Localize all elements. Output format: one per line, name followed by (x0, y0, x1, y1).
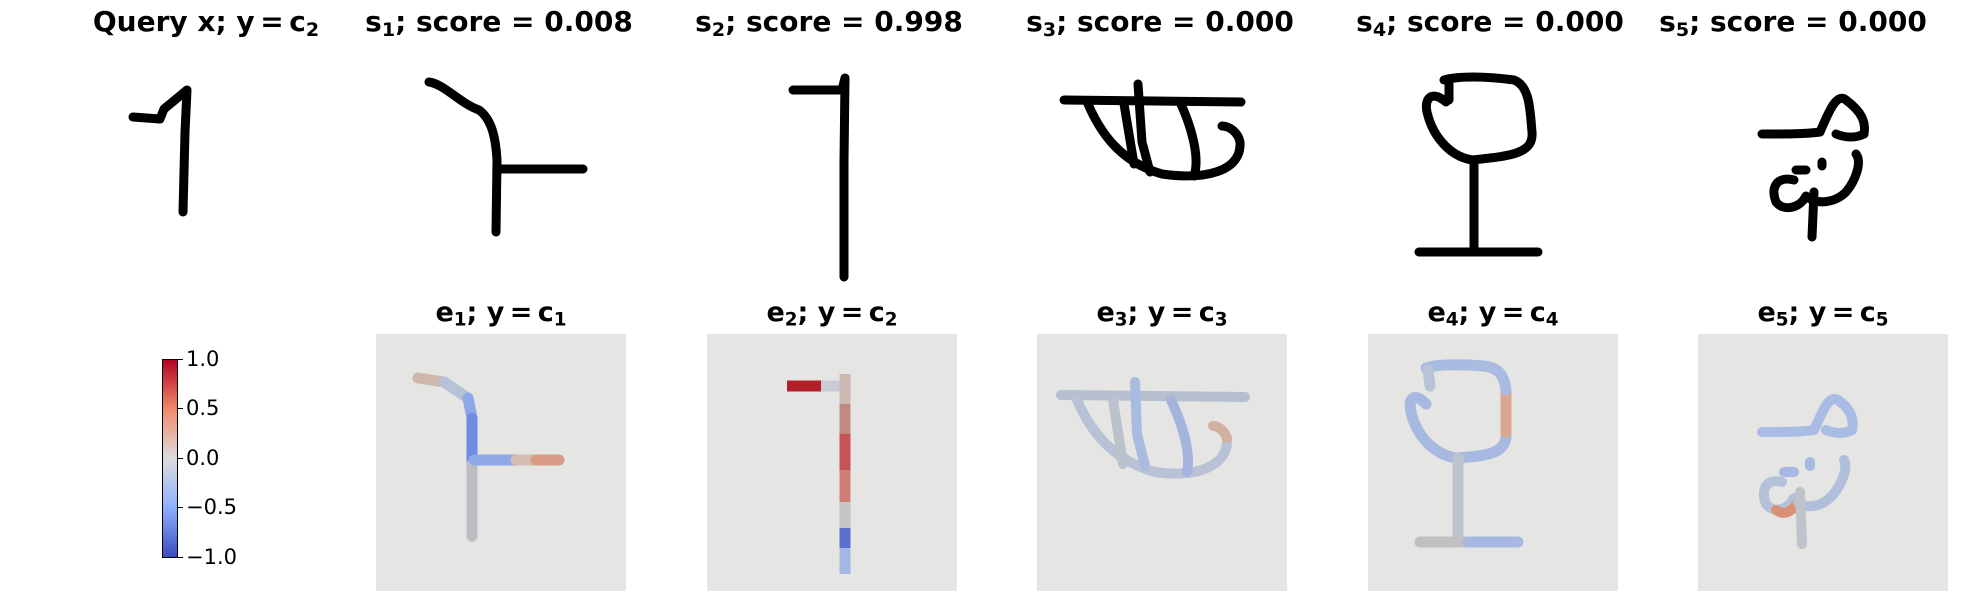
colorbar-tick-label: −1.0 (186, 545, 237, 569)
title-query: Query x; y = c2 (92, 5, 320, 41)
title-support-4: s4; score = 0.000 (1356, 5, 1624, 41)
support-glyph-4 (1414, 72, 1543, 257)
title-explanation-3: e3; y = c3 (1096, 297, 1228, 331)
explanation-panel-5 (1698, 334, 1948, 591)
title-support-5: s5; score = 0.000 (1659, 5, 1927, 41)
support-glyph-1 (424, 77, 588, 237)
title-explanation-4: e4; y = c4 (1427, 297, 1559, 331)
colorbar-tick-label: 1.0 (186, 347, 220, 371)
colorbar-tick-label: −0.5 (186, 495, 237, 519)
colorbar-tick-label: 0.5 (186, 396, 220, 420)
support-glyph-3 (1059, 79, 1246, 181)
title-support-1: s1; score = 0.008 (365, 5, 633, 41)
query-glyph (128, 85, 192, 217)
explanation-panel-1 (376, 334, 626, 591)
colorbar-tick (178, 458, 183, 459)
colorbar-tick (178, 359, 183, 360)
title-explanation-1: e1; y = c1 (435, 297, 567, 331)
colorbar-tick (178, 408, 183, 409)
explanation-panel-3 (1037, 334, 1287, 591)
support-glyph-2 (788, 73, 850, 282)
title-support-2: s2; score = 0.998 (695, 5, 963, 41)
colorbar (162, 359, 178, 558)
explanation-panel-4 (1368, 334, 1618, 591)
title-explanation-5: e5; y = c5 (1757, 297, 1889, 331)
title-explanation-2: e2; y = c2 (766, 297, 898, 331)
colorbar-tick (178, 507, 183, 508)
colorbar-tick-label: 0.0 (186, 446, 220, 470)
explanation-panel-2 (707, 334, 957, 591)
colorbar-tick (178, 557, 183, 558)
title-support-3: s3; score = 0.000 (1026, 5, 1294, 41)
support-glyph-5 (1757, 93, 1869, 242)
